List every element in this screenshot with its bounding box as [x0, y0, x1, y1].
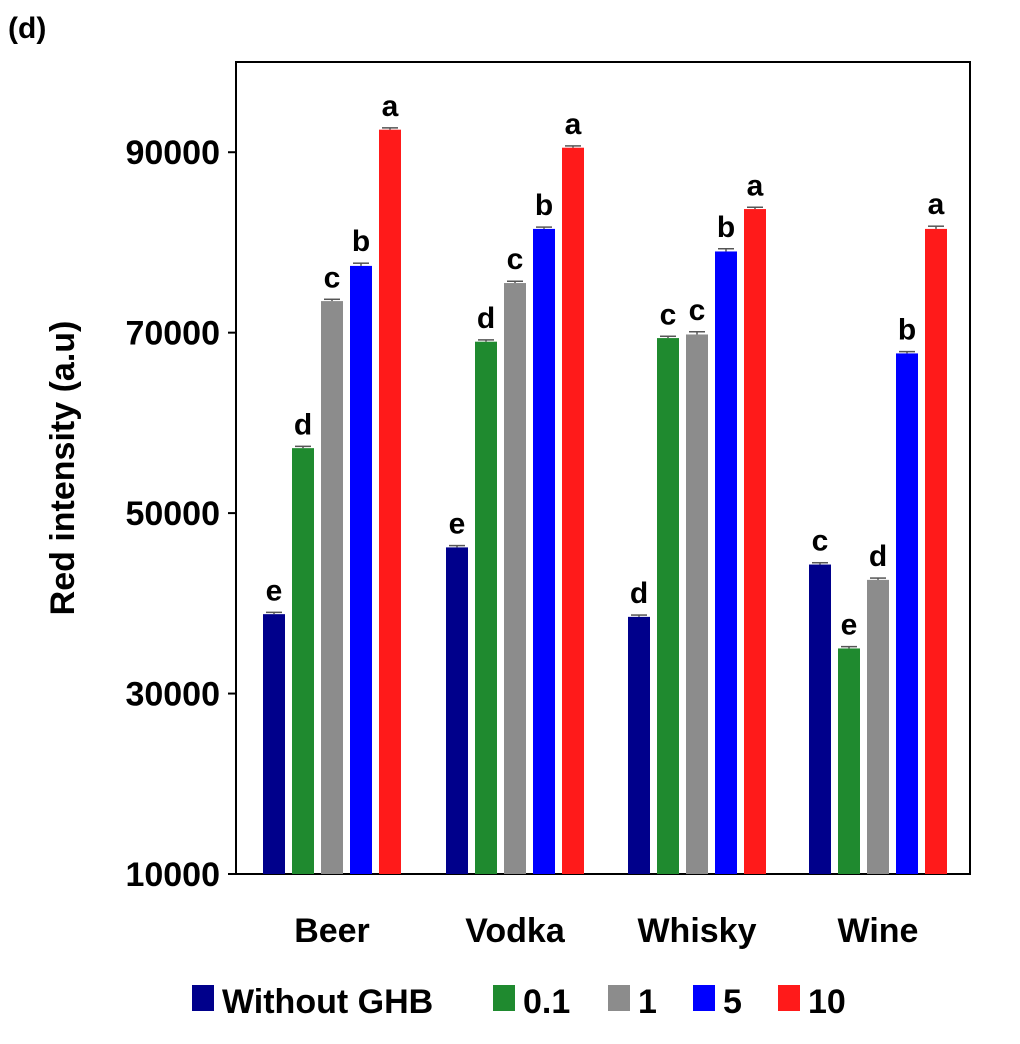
bar: [350, 265, 372, 874]
x-tick-label: Vodka: [465, 912, 566, 950]
bar: [744, 209, 766, 874]
bar: [292, 448, 314, 874]
legend-swatch: [778, 985, 800, 1011]
bar: [657, 338, 679, 875]
legend-label: Without GHB: [222, 983, 433, 1021]
bar: [715, 251, 737, 874]
bar: [867, 579, 889, 874]
significance-letter: c: [324, 261, 341, 294]
significance-letter: d: [477, 302, 495, 335]
bar: [504, 283, 526, 874]
bar: [475, 341, 497, 874]
legend-swatch: [608, 985, 630, 1011]
x-tick-label: Whisky: [637, 912, 756, 950]
bar: [925, 228, 947, 874]
y-tick-label: 10000: [125, 856, 220, 894]
legend-label: 0.1: [523, 983, 570, 1021]
y-tick-label: 50000: [125, 495, 220, 533]
bar: [263, 614, 285, 874]
legend-swatch: [192, 985, 214, 1011]
bar: [838, 648, 860, 874]
legend-swatch: [693, 985, 715, 1011]
significance-letter: c: [689, 294, 706, 327]
x-axis-labels: Beer Vodka Whisky Wine: [294, 912, 918, 950]
significance-letter: c: [812, 525, 829, 558]
x-tick-label: Beer: [294, 912, 370, 950]
significance-letter: b: [717, 211, 735, 244]
y-tick-label: 70000: [125, 315, 220, 353]
significance-letter: d: [630, 577, 648, 610]
significance-letter: b: [898, 314, 916, 347]
significance-letter: b: [535, 189, 553, 222]
bar: [562, 147, 584, 874]
plot-frame: [235, 61, 971, 875]
bar: [809, 564, 831, 874]
significance-letter: c: [660, 298, 677, 331]
bar: [628, 616, 650, 874]
x-tick-label: Wine: [838, 912, 919, 950]
significance-letter: a: [747, 169, 764, 202]
bar: [379, 129, 401, 874]
bar: [686, 334, 708, 875]
legend: Without GHB 0.1 1 5 10: [192, 983, 846, 1021]
y-tick-label: 30000: [125, 676, 220, 714]
bar: [321, 301, 343, 875]
significance-letter: a: [565, 108, 582, 141]
significance-letter: d: [869, 540, 887, 573]
significance-letter: a: [382, 90, 399, 123]
significance-letter: a: [928, 188, 945, 221]
significance-letter: e: [449, 508, 466, 541]
legend-label: 1: [638, 983, 657, 1021]
significance-letter: c: [507, 243, 524, 276]
y-tick-label: 90000: [125, 134, 220, 172]
bar: [896, 353, 918, 874]
legend-label: 10: [808, 983, 846, 1021]
y-axis-ticks: 10000 30000 50000 70000 90000: [125, 134, 236, 894]
significance-letter: d: [294, 408, 312, 441]
y-axis-label: Red intensity (a.u): [44, 321, 82, 616]
legend-swatch: [493, 985, 515, 1011]
bar: [446, 547, 468, 874]
panel-label: (d): [8, 12, 46, 45]
significance-letter: e: [266, 574, 283, 607]
significance-letter: e: [841, 609, 858, 642]
legend-label: 5: [723, 983, 742, 1021]
bar: [533, 228, 555, 874]
significance-letter: b: [352, 225, 370, 258]
